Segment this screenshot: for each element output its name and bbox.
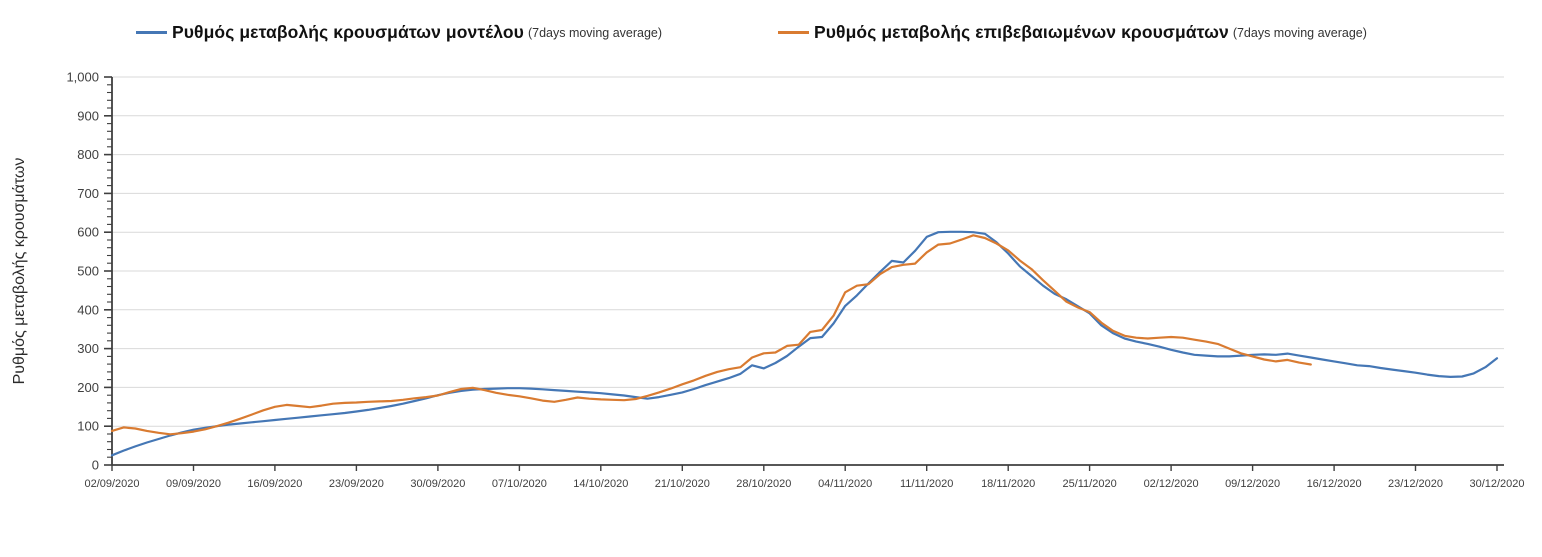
x-tick-label: 09/09/2020 [166,478,221,490]
legend-suffix-model: (7days moving average) [527,25,663,40]
y-tick-label: 0 [92,458,99,473]
legend-marker-confirmed [778,31,809,34]
legend-suffix-confirmed: (7days moving average) [1232,25,1367,40]
x-tick-label: 02/09/2020 [84,478,139,490]
x-tick-label: 28/10/2020 [736,478,791,490]
x-tick-label: 14/10/2020 [573,478,628,490]
x-tick-label: 16/09/2020 [247,478,302,490]
x-tick-label: 07/10/2020 [492,478,547,490]
y-tick-label: 600 [77,225,99,240]
y-tick-label: 300 [77,341,99,356]
legend-marker-model [136,31,167,34]
x-tick-label: 30/09/2020 [410,478,465,490]
y-tick-label: 900 [77,108,99,123]
x-tick-label: 21/10/2020 [655,478,710,490]
x-tick-label: 25/11/2020 [1062,478,1116,490]
x-tick-label: 18/11/2020 [981,478,1035,490]
y-tick-label: 1,000 [66,70,99,85]
x-tick-label: 23/09/2020 [329,478,384,490]
y-tick-label: 400 [77,302,99,317]
series-line-confirmed [110,234,1312,436]
x-tick-label: 11/11/2020 [900,478,953,490]
legend-item-confirmed[interactable]: Ρυθμός μεταβολής επιβεβαιωμένων κρουσμάτ… [778,22,1367,43]
y-tick-label: 500 [77,264,99,279]
y-tick-label: 800 [77,147,99,162]
x-tick-label: 02/12/2020 [1144,478,1199,490]
y-tick-label: 700 [77,186,99,201]
legend-label-confirmed: Ρυθμός μεταβολής επιβεβαιωμένων κρουσμάτ… [814,22,1229,42]
x-tick-label: 23/12/2020 [1388,478,1443,490]
chart-legend: Ρυθμός μεταβολής κρουσμάτων μοντέλου (7d… [0,0,1542,56]
x-tick-label: 16/12/2020 [1307,478,1362,490]
y-axis-title: Ρυθμός μεταβολής κρουσμάτων [11,158,28,385]
x-tick-label: 09/12/2020 [1225,478,1280,490]
legend-item-model[interactable]: Ρυθμός μεταβολής κρουσμάτων μοντέλου (7d… [136,22,662,43]
legend-label-model: Ρυθμός μεταβολής κρουσμάτων μοντέλου [172,22,524,42]
x-tick-label: 30/12/2020 [1469,478,1524,490]
y-tick-label: 200 [77,380,99,395]
x-tick-label: 04/11/2020 [818,478,872,490]
series-line-model [110,230,1499,457]
y-tick-label: 100 [77,419,99,434]
